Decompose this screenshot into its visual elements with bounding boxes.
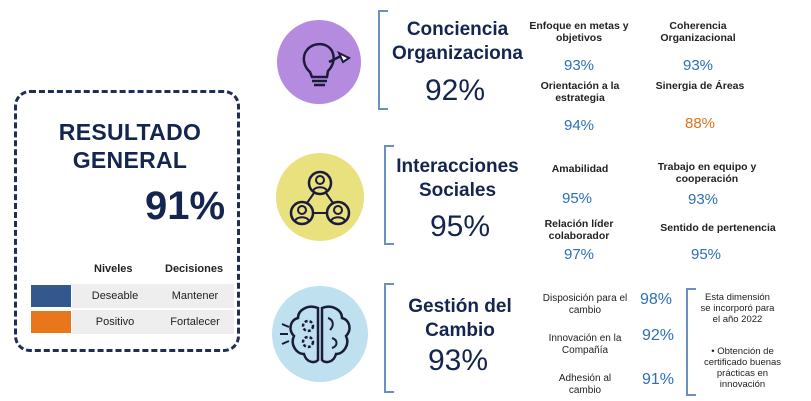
section-percent: 93% (427, 344, 489, 377)
section-title-line1: Interacciones (396, 156, 519, 177)
section-percent: 92% (424, 74, 486, 107)
brain-gears-icon (272, 286, 368, 382)
summary-title-line2: GENERAL (72, 147, 188, 173)
legend-header-levels: Niveles (94, 263, 133, 275)
metric-label: Orientación a la estrategia (540, 80, 620, 104)
people-network-icon (276, 153, 364, 241)
legend-header-decisions: Decisiones (165, 263, 224, 275)
section-title: Interacciones Sociales (390, 155, 525, 203)
metric-value: 91% (641, 371, 675, 388)
section-title-line2: Cambio (425, 320, 495, 341)
metric-label: Coherencia Organizacional (660, 20, 736, 44)
metric-label: Sentido de pertenencia (660, 222, 776, 234)
section-title-line1: Conciencia (406, 19, 509, 40)
metric-value: 98% (639, 291, 673, 308)
section-bracket (384, 283, 394, 393)
dimension-note: Esta dimensión se incorporó para el año … (700, 292, 775, 325)
summary-card (14, 90, 240, 352)
section-title-line2: Organizaciona (392, 43, 523, 64)
metric-value: 92% (641, 327, 675, 344)
metric-value: 95% (690, 246, 722, 263)
metric-value: 93% (682, 57, 714, 74)
metric-value: 94% (563, 117, 595, 134)
metric-label: Trabajo en equipo y cooperación (657, 161, 757, 185)
summary-title: RESULTADO GENERAL (40, 118, 220, 174)
metric-value: 93% (687, 191, 719, 208)
section-bracket (384, 145, 394, 245)
legend-decision: Fortalecer (170, 316, 220, 328)
metric-label: Amabilidad (551, 163, 609, 175)
note-bracket (686, 288, 696, 396)
summary-percent: 91% (145, 184, 226, 228)
section-title-line1: Gestión del (408, 296, 512, 317)
metric-value: 97% (563, 246, 595, 263)
certificate-note: • Obtención de certificado buenas prácti… (703, 346, 782, 390)
legend-row-bg (72, 310, 234, 334)
metric-label: Disposición para el cambio (542, 293, 628, 316)
metric-label: Relación líder colaborador (544, 218, 614, 242)
metric-value: 95% (561, 190, 593, 207)
section-percent: 95% (429, 210, 491, 243)
section-bracket (378, 10, 388, 110)
metric-label: Innovación en la Compañía (548, 333, 622, 356)
lightbulb-icon (277, 20, 361, 104)
legend-decision: Mantener (171, 290, 219, 302)
legend-swatch-desirable (31, 285, 71, 307)
legend-level: Positivo (95, 316, 135, 328)
legend-swatch-positive (31, 311, 71, 333)
metric-label: Adhesión al cambio (558, 373, 612, 396)
section-title: Gestión del Cambio (395, 295, 525, 343)
metric-value: 93% (563, 57, 595, 74)
section-title: Conciencia Organizaciona (385, 18, 530, 66)
metric-value: 88% (684, 115, 716, 132)
metric-label: Sinergia de Áreas (655, 80, 745, 92)
summary-title-line1: RESULTADO (58, 119, 202, 145)
legend-level: Deseable (91, 290, 139, 302)
metric-label: Enfoque en metas y objetivos (529, 20, 629, 44)
legend-row-bg (72, 284, 234, 308)
section-title-line2: Sociales (418, 180, 497, 201)
